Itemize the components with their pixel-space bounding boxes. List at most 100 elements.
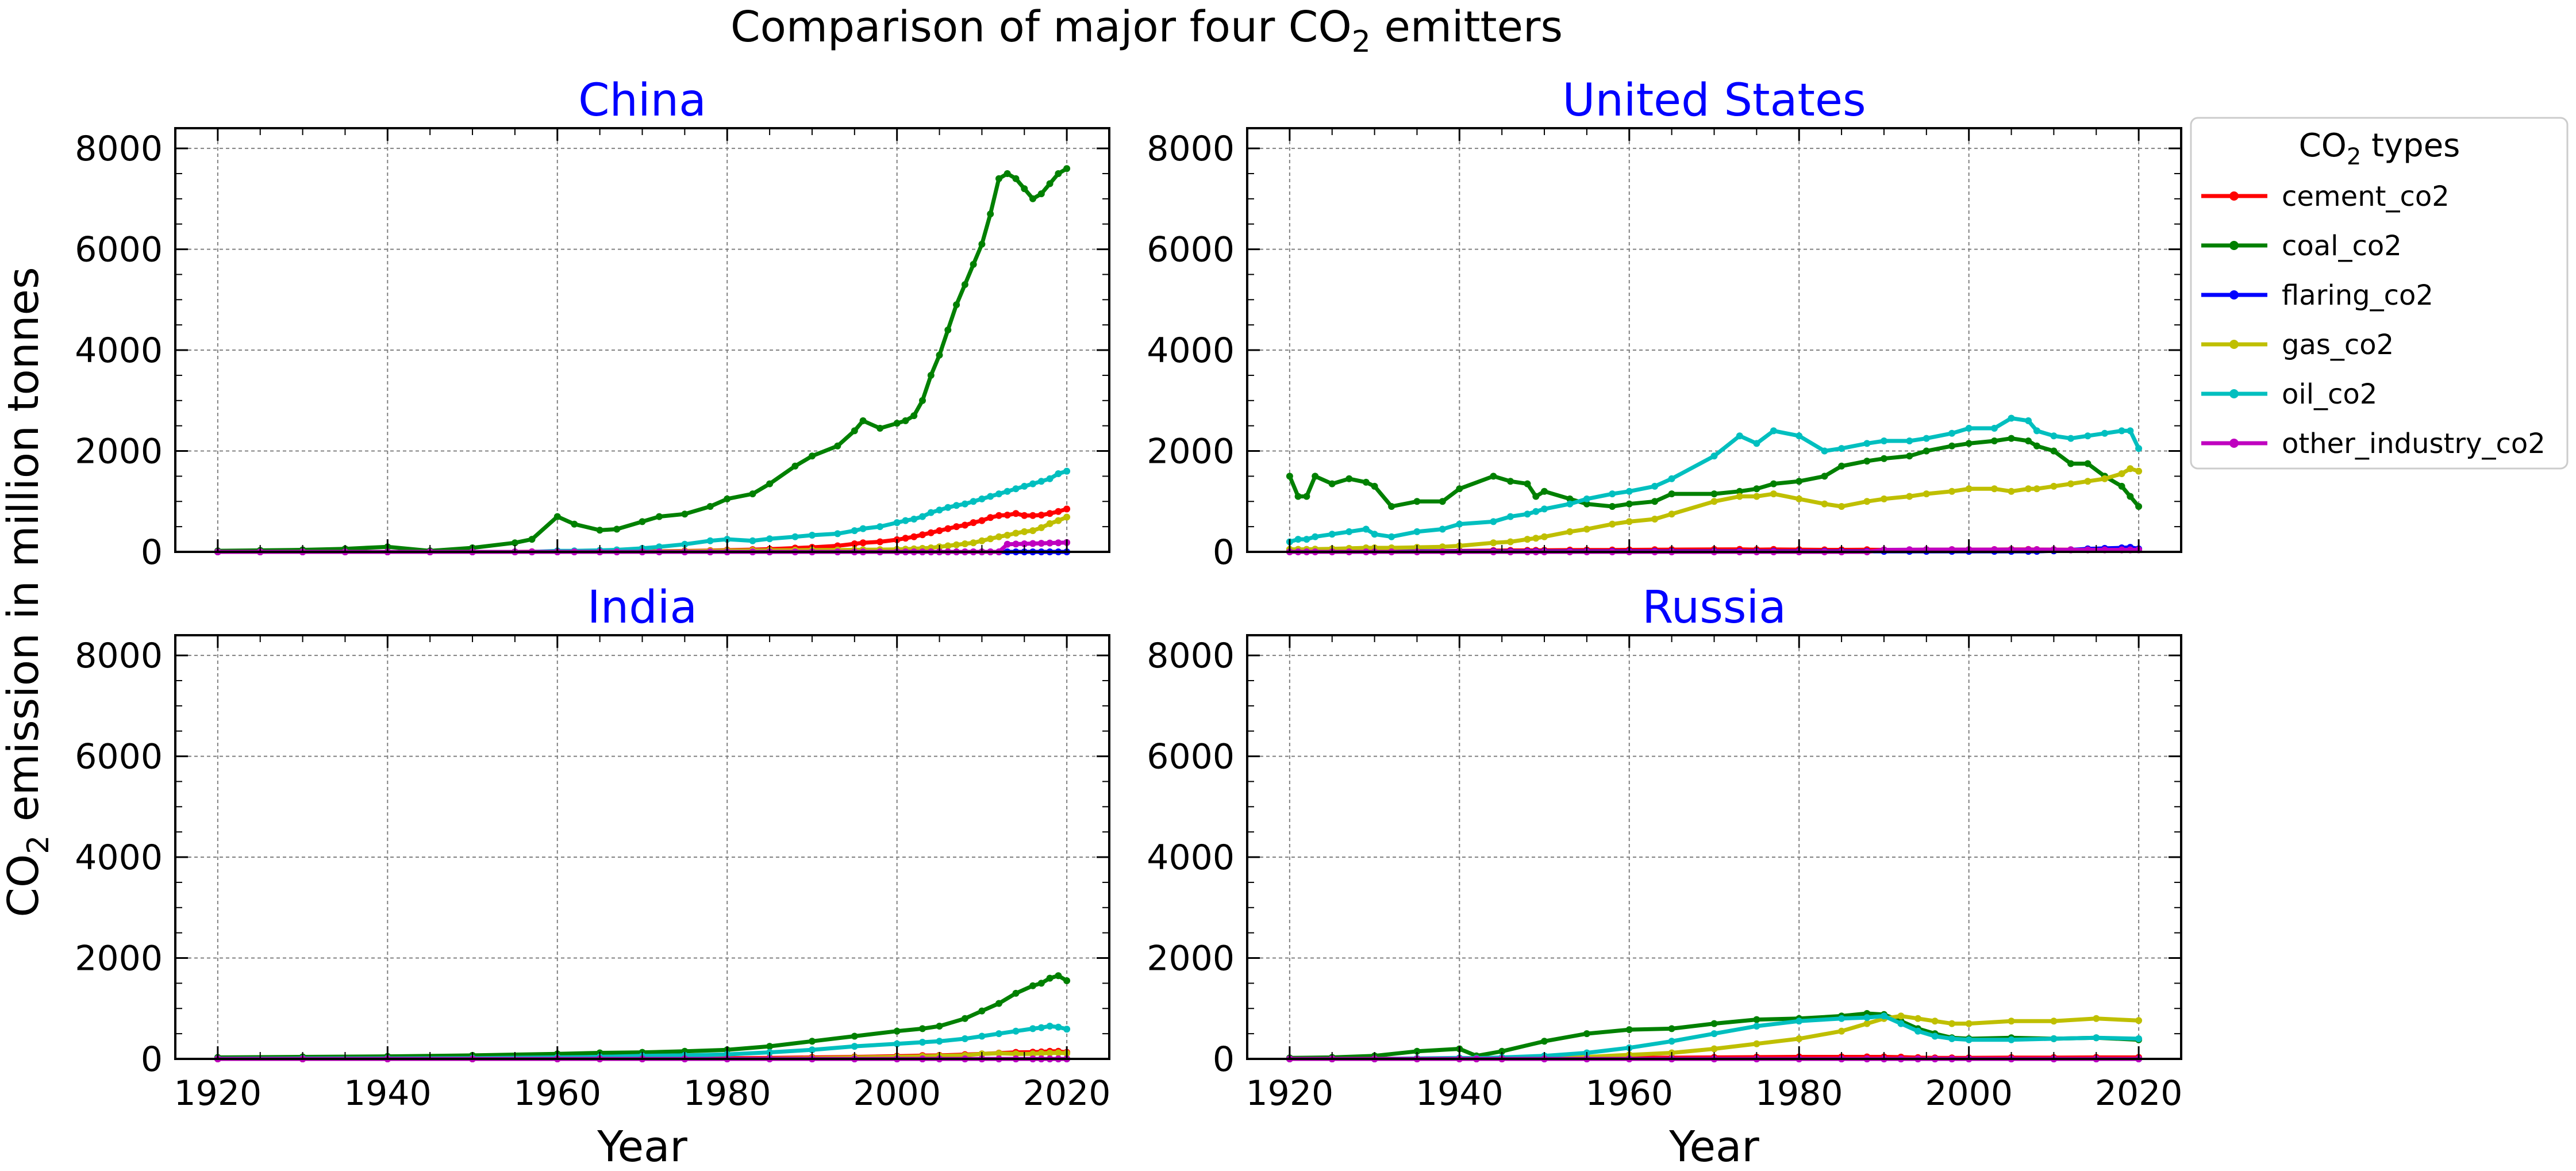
point-coal-co2-2000 (893, 420, 901, 427)
x-axis-label: Year (597, 1122, 687, 1171)
point-oil-co2-2010 (978, 495, 986, 502)
legend-label-flaring-co2: flaring_co2 (2282, 279, 2433, 312)
point-coal-co2-2015 (1021, 185, 1028, 193)
point-gas-co2-2018 (2118, 470, 2125, 477)
ytick-label-4000: 4000 (75, 838, 163, 878)
point-gas-co2-2008 (961, 540, 968, 547)
point-gas-co2-2010 (978, 537, 986, 544)
point-cement-co2-2018 (1046, 510, 1054, 517)
ytick-label-8000: 8000 (75, 636, 163, 676)
point-gas-co2-1955 (1583, 525, 1590, 533)
ytick-label-0: 0 (141, 532, 163, 573)
point-coal-co2-2016 (1029, 195, 1036, 202)
point-oil-co2-2008 (2033, 427, 2040, 435)
point-coal-co2-2020 (1063, 165, 1071, 172)
point-coal-co2-2012 (2067, 460, 2074, 467)
point-oil-co2-1978 (706, 537, 714, 544)
point-coal-co2-1955 (511, 539, 518, 547)
point-oil-co2-2010 (2050, 432, 2058, 440)
point-oil-co2-1922 (1303, 536, 1310, 543)
point-cement-co2-2016 (1029, 512, 1036, 519)
point-oil-co2-2008 (961, 1035, 968, 1042)
point-oil-co2-1983 (749, 537, 756, 544)
point-coal-co2-2014 (1012, 989, 1020, 997)
point-gas-co2-2007 (2025, 485, 2032, 493)
point-oil-co2-2018 (2118, 427, 2125, 435)
point-oil-co2-1930 (1371, 531, 1378, 538)
point-gas-co2-1985 (1838, 503, 1846, 510)
point-oil-co2-1990 (1881, 437, 1887, 444)
point-coal-co2-1988 (791, 462, 799, 470)
point-oil-co2-2005 (2008, 414, 2015, 422)
point-oil-co2-1983 (1821, 447, 1828, 455)
point-coal-co2-1970 (639, 518, 646, 525)
point-coal-co2-1990 (1881, 455, 1887, 462)
point-coal-co2-2005 (936, 351, 943, 359)
xtick-label-2020: 2020 (2095, 1073, 2183, 1114)
point-coal-co2-1944 (1490, 473, 1497, 480)
point-oil-co2-1998 (1948, 1035, 1956, 1042)
point-gas-co2-2012 (2067, 480, 2074, 487)
point-coal-co2-2007 (2025, 437, 2032, 444)
point-oil-co2-1975 (1753, 440, 1760, 447)
point-coal-co2-2018 (1046, 180, 1054, 187)
point-oil-co2-1960 (1625, 487, 1633, 495)
xtick-label-2000: 2000 (1925, 1073, 2013, 1114)
point-gas-co2-2019 (2127, 465, 2134, 473)
point-oil-co2-1990 (1881, 1012, 1887, 1020)
point-gas-co2-2016 (2101, 475, 2108, 482)
point-gas-co2-2020 (2135, 1017, 2143, 1024)
point-coal-co2-1963 (1651, 498, 1659, 505)
ytick-label-2000: 2000 (1147, 432, 1235, 472)
point-oil-co2-1992 (1897, 1020, 1905, 1027)
point-coal-co2-2016 (1029, 982, 1036, 989)
point-gas-co2-1977 (1770, 490, 1777, 498)
point-oil-co2-2012 (995, 490, 1002, 498)
point-oil-co2-2016 (1029, 1025, 1036, 1032)
point-oil-co2-2019 (2127, 427, 2134, 435)
panels: 0 2000 4000 6000 8000 China 0 2000 4000 6000 8000 U… (75, 75, 2182, 1171)
point-coal-co2-2008 (961, 281, 968, 288)
point-oil-co2-2011 (987, 493, 994, 500)
point-oil-co2-1995 (851, 1043, 858, 1050)
legend-marker-flaring-co2 (2229, 290, 2239, 300)
point-oil-co2-1938 (1439, 525, 1446, 533)
point-gas-co2-2017 (1037, 524, 1045, 531)
point-oil-co2-1996 (859, 525, 867, 532)
panel-russia: 0 2000 4000 6000 8000 1920 1940 1960 1980 2000 202… (1147, 582, 2182, 1171)
point-coal-co2-1970 (1710, 1020, 1718, 1027)
point-oil-co2-2000 (1965, 1036, 1973, 1043)
point-oil-co2-1988 (1863, 1014, 1871, 1022)
point-coal-co2-1945 (1498, 1047, 1506, 1055)
point-oil-co2-2015 (1021, 482, 1028, 490)
point-oil-co2-2019 (1055, 470, 1062, 477)
point-cement-co2-2003 (919, 531, 926, 539)
point-gas-co2-1995 (1923, 490, 1930, 498)
point-gas-co2-1948 (1524, 536, 1531, 543)
point-oil-co2-1995 (851, 527, 858, 535)
point-oil-co2-1973 (1736, 432, 1743, 440)
ytick-label-4000: 4000 (75, 331, 163, 371)
point-coal-co2-1995 (1923, 447, 1930, 455)
point-coal-co2-1955 (1583, 1030, 1590, 1038)
point-coal-co2-2003 (919, 397, 926, 404)
point-coal-co2-1980 (1795, 478, 1803, 485)
point-coal-co2-1998 (1948, 442, 1956, 450)
legend-label-gas-co2: gas_co2 (2282, 329, 2394, 361)
point-gas-co2-1998 (1948, 1020, 1956, 1027)
point-oil-co2-1996 (1931, 1032, 1939, 1040)
point-oil-co2-2005 (936, 1038, 943, 1045)
point-coal-co2-1955 (1583, 500, 1590, 508)
point-oil-co2-1970 (1710, 1030, 1718, 1038)
point-oil-co2-1940 (1456, 520, 1463, 528)
point-gas-co2-2020 (1063, 513, 1071, 521)
point-gas-co2-1953 (1566, 528, 1574, 535)
panel-united-states: 0 2000 4000 6000 8000 United States (1147, 75, 2182, 573)
ytick-label-8000: 8000 (1147, 129, 1235, 169)
point-oil-co2-1985 (1838, 445, 1846, 452)
point-oil-co2-2005 (936, 506, 943, 514)
point-oil-co2-2000 (1965, 425, 1973, 432)
point-oil-co2-1980 (1795, 1018, 1803, 1025)
point-coal-co2-2001 (902, 417, 909, 424)
